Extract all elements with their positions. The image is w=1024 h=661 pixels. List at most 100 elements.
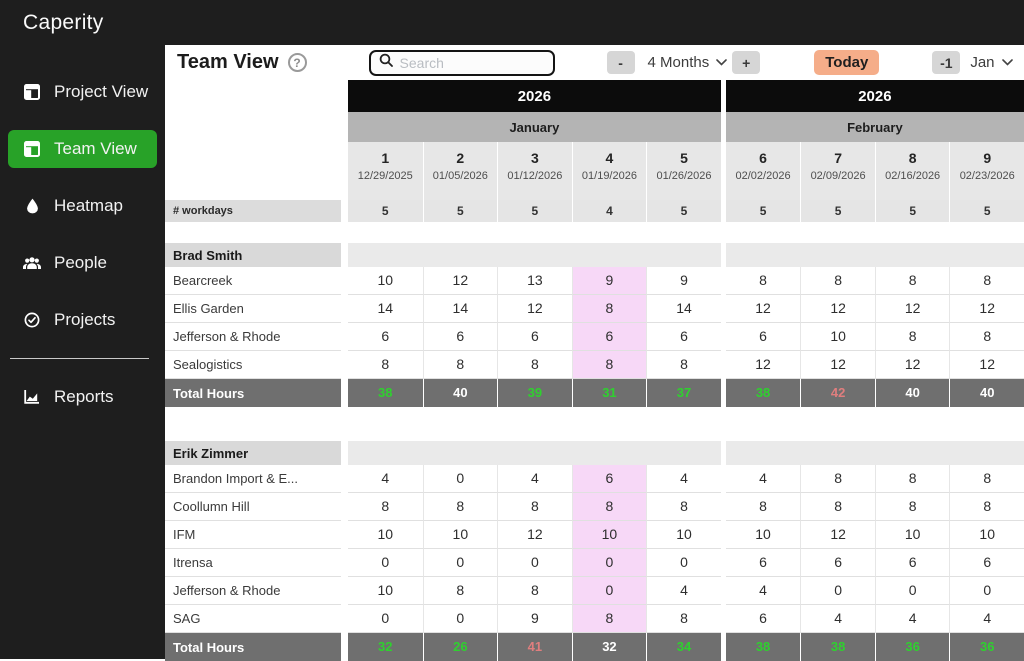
project-name[interactable]: Ellis Garden — [165, 295, 341, 323]
hour-cell[interactable]: 6 — [571, 323, 647, 351]
hour-cell[interactable]: 12 — [949, 351, 1024, 379]
hour-cell[interactable]: 12 — [497, 295, 572, 323]
hour-cell[interactable]: 10 — [348, 267, 423, 295]
hour-cell[interactable]: 8 — [571, 295, 647, 323]
hour-cell[interactable]: 8 — [422, 577, 498, 605]
hour-cell[interactable]: 4 — [949, 605, 1024, 633]
hour-cell[interactable]: 4 — [725, 577, 801, 605]
hour-cell[interactable]: 6 — [571, 465, 647, 493]
project-name[interactable]: Jefferson & Rhode — [165, 323, 341, 351]
hour-cell[interactable]: 8 — [348, 351, 423, 379]
sidebar-item-projects[interactable]: Projects — [8, 301, 157, 339]
hour-cell[interactable]: 8 — [874, 493, 950, 521]
project-name[interactable]: Jefferson & Rhode — [165, 577, 341, 605]
hour-cell[interactable]: 6 — [800, 549, 875, 577]
hour-cell[interactable]: 14 — [646, 295, 721, 323]
hour-cell[interactable]: 8 — [949, 267, 1024, 295]
hour-cell[interactable]: 12 — [497, 521, 572, 549]
hour-cell[interactable]: 6 — [949, 549, 1024, 577]
hour-cell[interactable]: 0 — [800, 577, 875, 605]
hour-cell[interactable]: 12 — [725, 351, 801, 379]
sidebar-item-team-view[interactable]: Team View — [8, 130, 157, 168]
hour-cell[interactable]: 9 — [646, 267, 721, 295]
range-increase-button[interactable]: + — [732, 51, 761, 74]
hour-cell[interactable]: 0 — [949, 577, 1024, 605]
hour-cell[interactable]: 8 — [571, 605, 647, 633]
step-back-button[interactable]: -1 — [932, 51, 961, 74]
today-button[interactable]: Today — [814, 50, 880, 75]
hour-cell[interactable]: 12 — [800, 295, 875, 323]
hour-cell[interactable]: 9 — [571, 267, 647, 295]
hour-cell[interactable]: 6 — [422, 323, 498, 351]
hour-cell[interactable]: 12 — [874, 295, 950, 323]
hour-cell[interactable]: 8 — [725, 493, 801, 521]
hour-cell[interactable]: 8 — [800, 465, 875, 493]
hour-cell[interactable]: 8 — [646, 351, 721, 379]
hour-cell[interactable]: 8 — [725, 267, 801, 295]
hour-cell[interactable]: 8 — [571, 493, 647, 521]
project-name[interactable]: IFM — [165, 521, 341, 549]
hour-cell[interactable]: 10 — [646, 521, 721, 549]
sidebar-item-reports[interactable]: Reports — [8, 378, 157, 416]
hour-cell[interactable]: 8 — [422, 351, 498, 379]
hour-cell[interactable]: 4 — [646, 465, 721, 493]
hour-cell[interactable]: 0 — [422, 605, 498, 633]
hour-cell[interactable]: 8 — [571, 351, 647, 379]
hour-cell[interactable]: 8 — [949, 465, 1024, 493]
hour-cell[interactable]: 4 — [646, 577, 721, 605]
hour-cell[interactable]: 8 — [348, 493, 423, 521]
hour-cell[interactable]: 8 — [497, 351, 572, 379]
hour-cell[interactable]: 8 — [800, 267, 875, 295]
hour-cell[interactable]: 10 — [800, 323, 875, 351]
hour-cell[interactable]: 12 — [874, 351, 950, 379]
hour-cell[interactable]: 0 — [348, 549, 423, 577]
range-dropdown[interactable]: 4 Months — [648, 54, 728, 71]
hour-cell[interactable]: 0 — [874, 577, 950, 605]
hour-cell[interactable]: 10 — [949, 521, 1024, 549]
hour-cell[interactable]: 8 — [422, 493, 498, 521]
hour-cell[interactable]: 0 — [571, 549, 647, 577]
project-name[interactable]: Coollumn Hill — [165, 493, 341, 521]
project-name[interactable]: SAG — [165, 605, 341, 633]
hour-cell[interactable]: 8 — [497, 577, 572, 605]
hour-cell[interactable]: 10 — [348, 577, 423, 605]
hour-cell[interactable]: 0 — [497, 549, 572, 577]
project-name[interactable]: Itrensa — [165, 549, 341, 577]
sidebar-item-heatmap[interactable]: Heatmap — [8, 187, 157, 225]
range-decrease-button[interactable]: - — [606, 51, 635, 74]
hour-cell[interactable]: 6 — [874, 549, 950, 577]
project-name[interactable]: Brandon Import & E... — [165, 465, 341, 493]
project-name[interactable]: Sealogistics — [165, 351, 341, 379]
help-icon[interactable]: ? — [287, 53, 307, 72]
month-dropdown[interactable]: Jan — [970, 54, 1013, 71]
hour-cell[interactable]: 10 — [422, 521, 498, 549]
hour-cell[interactable]: 6 — [725, 605, 801, 633]
project-name[interactable]: Bearcreek — [165, 267, 341, 295]
hour-cell[interactable]: 0 — [422, 465, 498, 493]
hour-cell[interactable]: 0 — [348, 605, 423, 633]
hour-cell[interactable]: 4 — [800, 605, 875, 633]
hour-cell[interactable]: 8 — [874, 267, 950, 295]
hour-cell[interactable]: 12 — [422, 267, 498, 295]
hour-cell[interactable]: 8 — [497, 493, 572, 521]
hour-cell[interactable]: 8 — [874, 323, 950, 351]
hour-cell[interactable]: 8 — [646, 493, 721, 521]
hour-cell[interactable]: 6 — [348, 323, 423, 351]
search-input[interactable] — [399, 54, 545, 71]
hour-cell[interactable]: 14 — [348, 295, 423, 323]
hour-cell[interactable]: 12 — [725, 295, 801, 323]
person-name[interactable]: Brad Smith — [165, 243, 341, 267]
hour-cell[interactable]: 8 — [800, 493, 875, 521]
hour-cell[interactable]: 6 — [725, 549, 801, 577]
hour-cell[interactable]: 8 — [949, 323, 1024, 351]
hour-cell[interactable]: 4 — [874, 605, 950, 633]
hour-cell[interactable]: 0 — [646, 549, 721, 577]
hour-cell[interactable]: 4 — [497, 465, 572, 493]
hour-cell[interactable]: 12 — [949, 295, 1024, 323]
hour-cell[interactable]: 0 — [422, 549, 498, 577]
hour-cell[interactable]: 10 — [874, 521, 950, 549]
hour-cell[interactable]: 6 — [646, 323, 721, 351]
hour-cell[interactable]: 8 — [646, 605, 721, 633]
hour-cell[interactable]: 4 — [348, 465, 423, 493]
search-box[interactable] — [368, 49, 555, 76]
